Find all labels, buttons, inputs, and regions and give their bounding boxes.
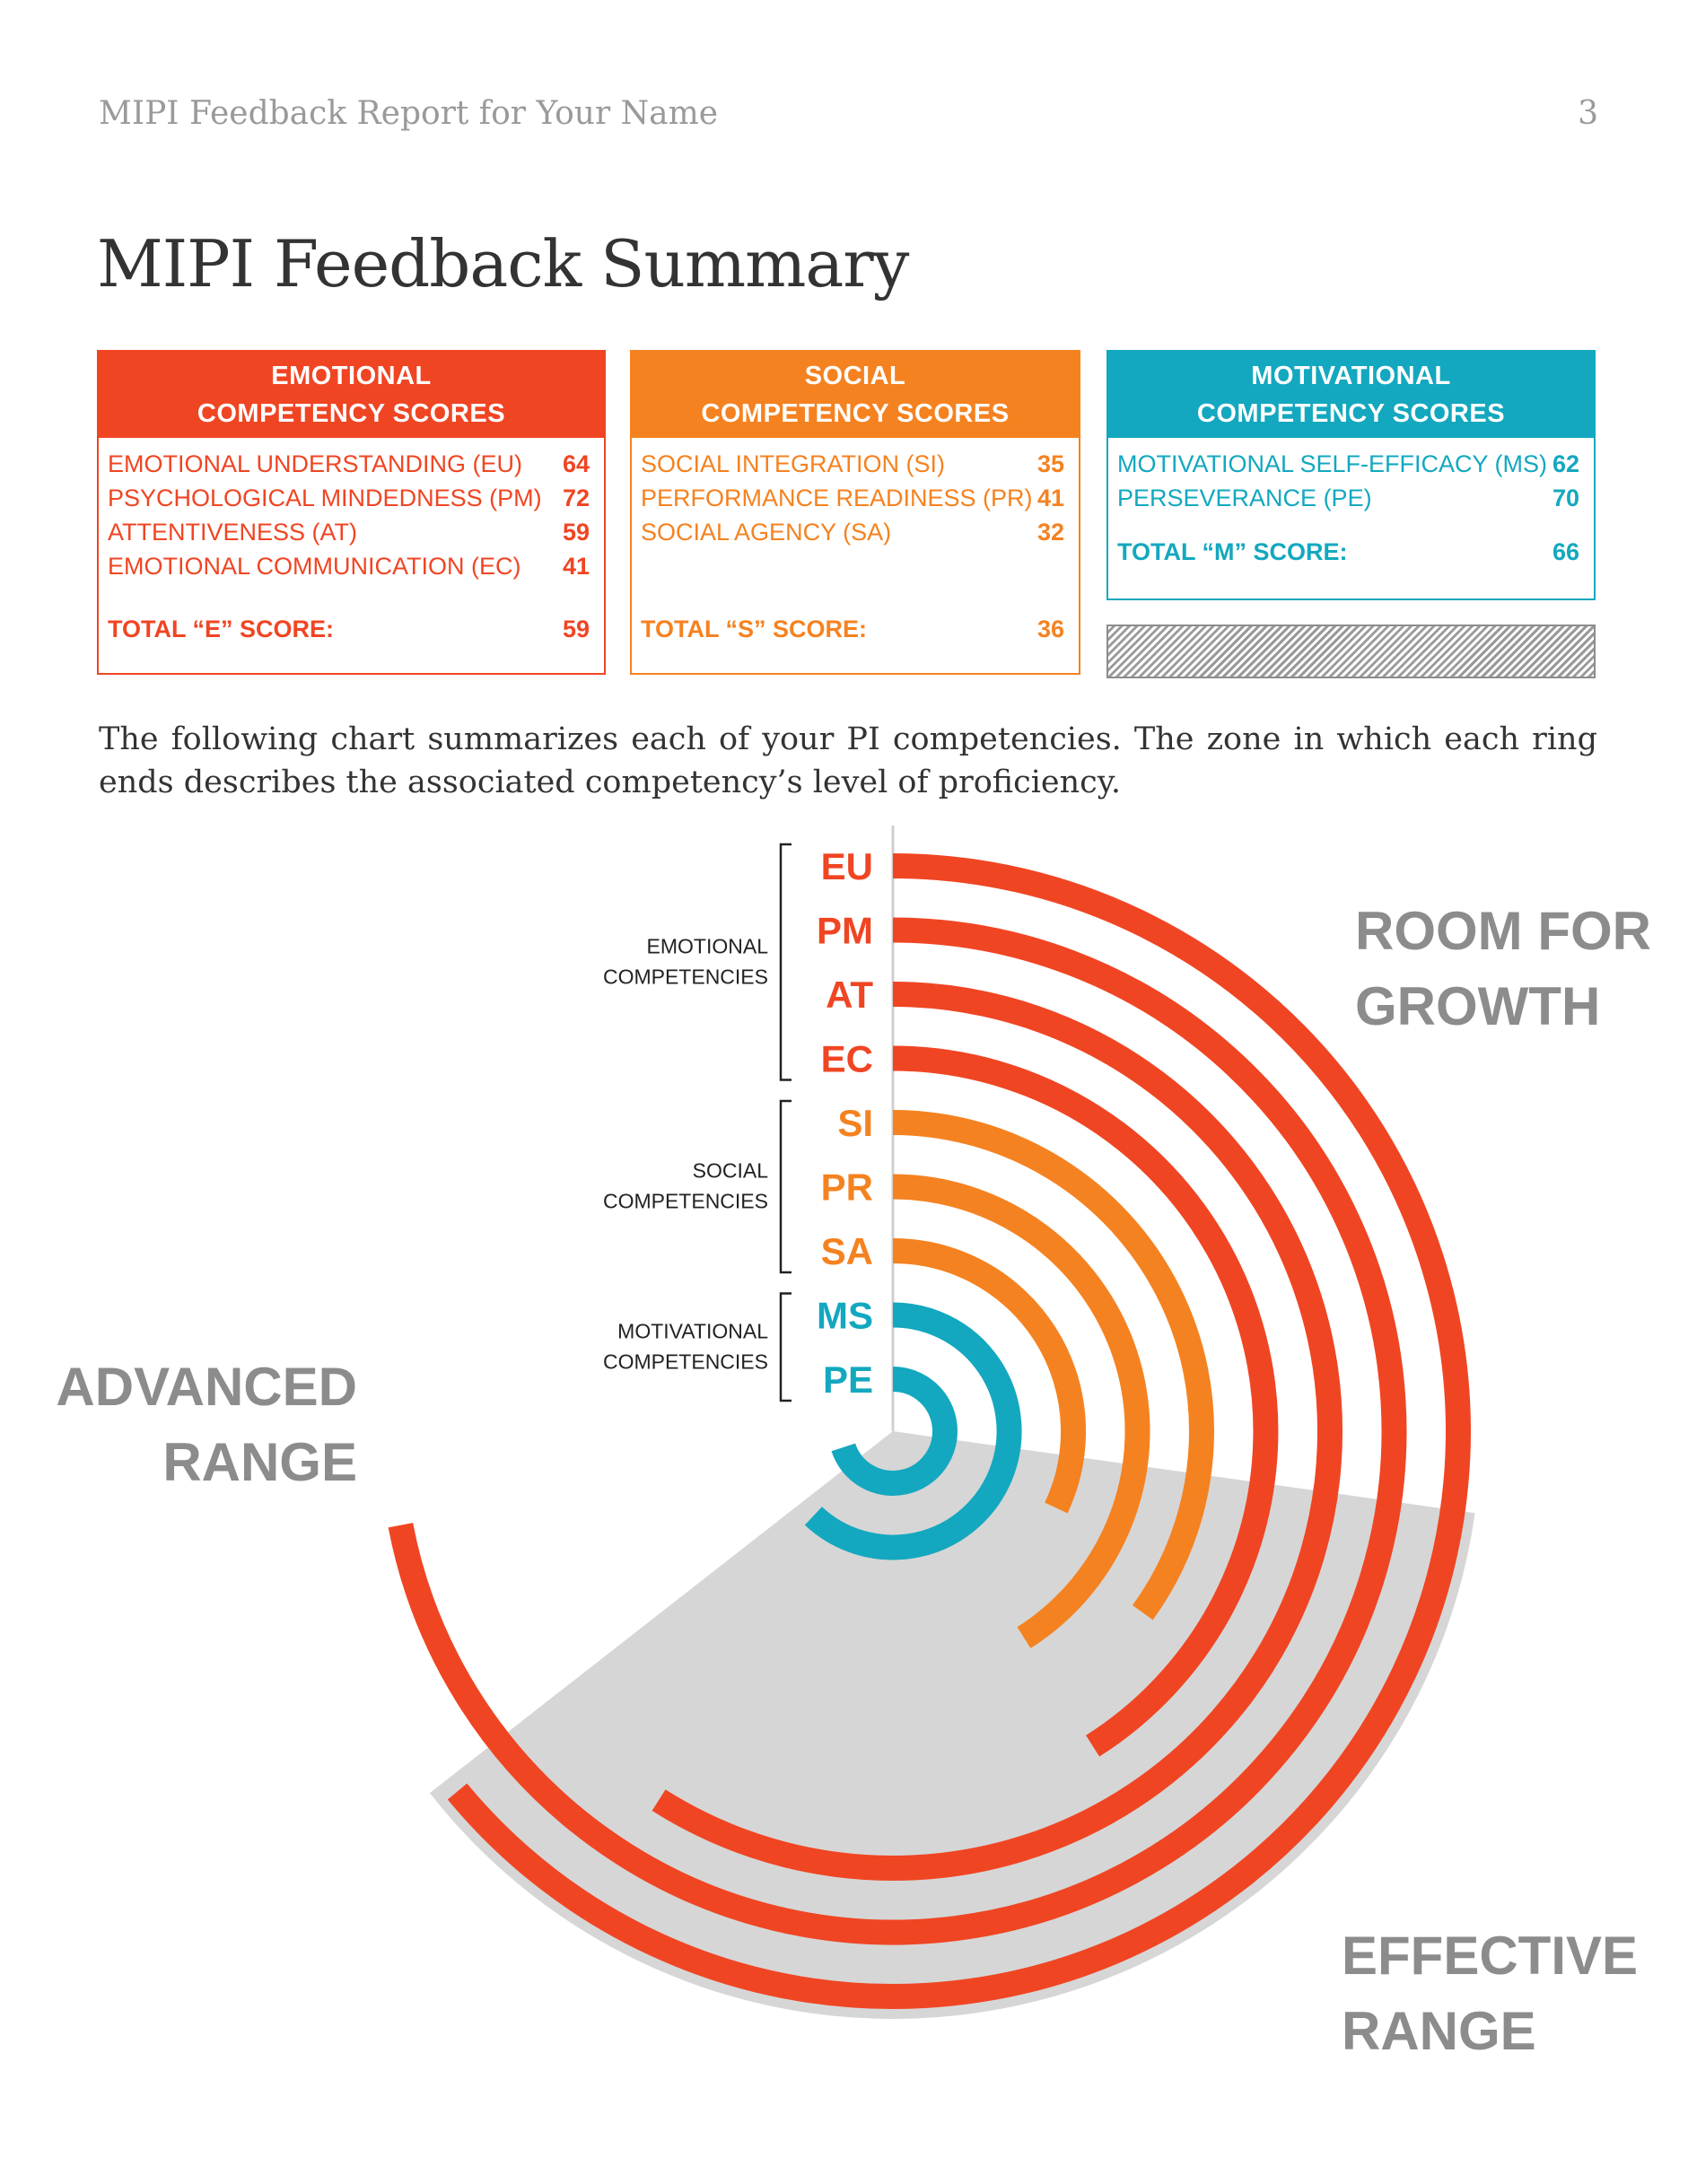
score-label: ATTENTIVENESS (AT)	[108, 519, 358, 546]
ring-at	[652, 982, 1343, 1881]
group-label-line: SOCIAL	[693, 1159, 769, 1183]
social-scores-box: SOCIAL COMPETENCY SCORES SOCIAL INTEGRAT…	[630, 350, 1080, 675]
ring-si	[892, 1110, 1214, 1621]
ring-eu	[447, 853, 1471, 2009]
score-value: 64	[562, 450, 590, 477]
hatched-placeholder	[1106, 625, 1596, 678]
score-label: EMOTIONAL UNDERSTANDING (EU)	[108, 450, 523, 477]
social-box-title-line1: SOCIAL	[804, 362, 906, 390]
score-value: 35	[1036, 450, 1064, 477]
ring-label-eu: EU	[821, 845, 873, 887]
ring-label-si: SI	[837, 1102, 873, 1144]
motivational-box-title-line1: MOTIVATIONAL	[1251, 362, 1451, 390]
motivational-scores-box: MOTIVATIONAL COMPETENCY SCORES MOTIVATIO…	[1106, 350, 1596, 600]
ring-label-pm: PM	[817, 910, 873, 952]
group-label-line: MOTIVATIONAL	[617, 1319, 768, 1342]
score-value: 72	[562, 485, 590, 511]
emotional-box-header: EMOTIONAL COMPETENCY SCORES	[99, 352, 604, 438]
score-row-pr: PERFORMANCE READINESS (PR) 41	[641, 481, 1064, 515]
score-value: 62	[1552, 450, 1579, 477]
ring-pm	[388, 917, 1407, 1945]
score-value: 41	[1036, 485, 1064, 511]
score-value: 32	[1036, 519, 1064, 546]
group-bracket-0	[779, 843, 792, 1081]
score-label: PERSEVERANCE (PE)	[1117, 485, 1372, 511]
score-row-ec: EMOTIONAL COMMUNICATION (EC) 41	[108, 549, 590, 583]
group-label-line: COMPETENCIES	[603, 1350, 768, 1373]
ring-label-pr: PR	[821, 1166, 873, 1209]
score-label: PSYCHOLOGICAL MINDEDNESS (PM)	[108, 485, 542, 511]
room-for-growth-line2: GROWTH	[1355, 976, 1600, 1036]
score-value: 70	[1552, 485, 1579, 511]
total-s-score: TOTAL “S” SCORE: 36	[641, 616, 1064, 643]
score-row-eu: EMOTIONAL UNDERSTANDING (EU) 64	[108, 447, 590, 481]
ring-ms	[804, 1302, 1022, 1560]
emotional-box-title-line1: EMOTIONAL	[271, 362, 432, 390]
emotional-box-body: EMOTIONAL UNDERSTANDING (EU) 64 PSYCHOLOG…	[99, 438, 604, 643]
room-for-growth-line1: ROOM FOR	[1355, 901, 1651, 961]
ring-label-at: AT	[826, 974, 873, 1016]
advanced-range-line1: ADVANCED	[56, 1357, 357, 1417]
intro-paragraph: The following chart summarizes each of y…	[99, 721, 1597, 800]
emotional-scores-box: EMOTIONAL COMPETENCY SCORES EMOTIONAL UN…	[97, 350, 606, 675]
social-box-header: SOCIAL COMPETENCY SCORES	[632, 352, 1079, 438]
motivational-box-title-line2: COMPETENCY SCORES	[1196, 399, 1506, 428]
score-row-ms: MOTIVATIONAL SELF-EFFICACY (MS) 62	[1117, 447, 1579, 481]
total-label: TOTAL “S” SCORE:	[641, 616, 868, 642]
emotional-box-title-line2: COMPETENCY SCORES	[197, 399, 506, 428]
score-label: PERFORMANCE READINESS (PR)	[641, 485, 1033, 511]
motivational-box-body: MOTIVATIONAL SELF-EFFICACY (MS) 62 PERSEV…	[1108, 438, 1594, 566]
total-label: TOTAL “E” SCORE:	[108, 616, 335, 642]
group-bracket-2	[779, 1292, 792, 1402]
score-value: 59	[562, 519, 590, 546]
group-bracket-1	[779, 1099, 792, 1274]
report-header-title: MIPI Feedback Report for Your Name	[99, 95, 719, 132]
ring-label-ec: EC	[821, 1038, 873, 1080]
effective-range-line1: EFFECTIVE	[1342, 1926, 1638, 1986]
score-label: SOCIAL INTEGRATION (SI)	[641, 450, 946, 477]
effective-range-line2: RANGE	[1342, 2001, 1536, 2061]
score-row-pm: PSYCHOLOGICAL MINDEDNESS (PM) 72	[108, 481, 590, 515]
total-value: 36	[1036, 616, 1064, 642]
motivational-box-header: MOTIVATIONAL COMPETENCY SCORES	[1108, 352, 1594, 438]
social-box-body: SOCIAL INTEGRATION (SI) 35 PERFORMANCE RE…	[632, 438, 1079, 643]
page-title: MIPI Feedback Summary	[97, 226, 909, 301]
ring-ec	[892, 1045, 1279, 1757]
group-label-line: EMOTIONAL	[647, 934, 769, 957]
total-m-score: TOTAL “M” SCORE: 66	[1117, 538, 1579, 566]
score-label: EMOTIONAL COMMUNICATION (EC)	[108, 553, 521, 580]
total-label: TOTAL “M” SCORE:	[1117, 538, 1348, 565]
advanced-range-line2: RANGE	[162, 1432, 357, 1492]
score-label: MOTIVATIONAL SELF-EFFICACY (MS)	[1117, 450, 1548, 477]
ring-pr	[892, 1174, 1150, 1648]
total-e-score: TOTAL “E” SCORE: 59	[108, 616, 590, 643]
social-box-title-line2: COMPETENCY SCORES	[701, 399, 1010, 428]
page-number: 3	[1578, 95, 1598, 132]
total-value: 66	[1552, 538, 1579, 565]
ring-pe	[831, 1367, 958, 1496]
ring-label-sa: SA	[821, 1230, 873, 1272]
total-value: 59	[562, 616, 590, 642]
effective-range-zone	[429, 1431, 1475, 2019]
ring-sa	[892, 1238, 1086, 1514]
score-label: SOCIAL AGENCY (SA)	[641, 519, 892, 546]
score-row-at: ATTENTIVENESS (AT) 59	[108, 515, 590, 549]
score-row-sa: SOCIAL AGENCY (SA) 32	[641, 515, 1064, 549]
score-row-pe: PERSEVERANCE (PE) 70	[1117, 481, 1579, 515]
ring-label-pe: PE	[823, 1358, 873, 1401]
group-label-line: COMPETENCIES	[603, 965, 768, 988]
score-value: 41	[562, 553, 590, 580]
score-row-si: SOCIAL INTEGRATION (SI) 35	[641, 447, 1064, 481]
group-label-line: COMPETENCIES	[603, 1190, 768, 1213]
ring-label-ms: MS	[817, 1295, 873, 1337]
